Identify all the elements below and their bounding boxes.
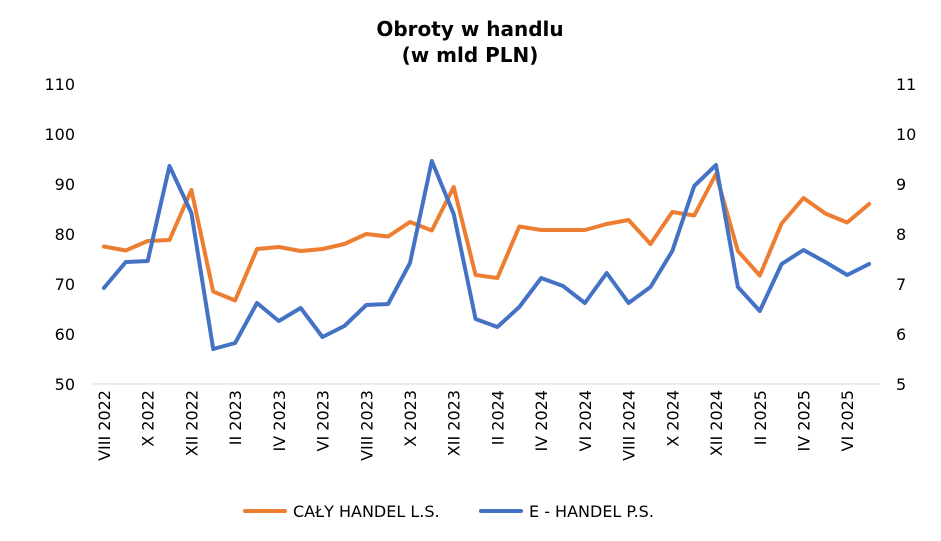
x-tick-label: II 2024 [488,390,507,445]
x-tick-label: X 2023 [401,390,420,447]
y-left-tick-label: 80 [55,225,75,244]
chart-subtitle: (w mld PLN) [402,43,539,67]
y-right-tick-label: 6 [896,325,906,344]
x-tick-label: II 2025 [751,390,770,445]
x-tick-label: VIII 2023 [357,390,376,461]
x-tick-label: VI 2023 [314,390,333,451]
legend-item-e-handel-label: E - HANDEL P.S. [529,502,654,521]
y-right-tick-label: 11 [896,75,916,94]
axes: 50 60 70 80 90 100 110 5 6 7 8 9 10 11 VIII 2022 X 2022… [44,75,916,461]
y-left-tick-label: 70 [55,275,75,294]
x-tick-label: VIII 2022 [95,390,114,461]
x-tick-label: X 2022 [139,390,158,447]
x-tick-label: XII 2024 [707,390,726,456]
x-tick-label: IV 2025 [794,390,813,451]
y-left-tick-label: 50 [55,375,75,394]
x-tick-label: II 2023 [226,390,245,445]
x-tick-label: VIII 2024 [620,390,639,461]
legend-item-caly-handel-label: CAŁY HANDEL L.S. [293,502,440,521]
x-tick-label: VI 2025 [838,390,857,451]
y-right-tick-label: 9 [896,175,906,194]
x-tick-label: IV 2023 [270,390,289,451]
x-tick-label: XII 2023 [445,390,464,456]
y-left-tick-label: 110 [44,75,75,94]
y-right-tick-label: 10 [896,125,916,144]
legend: CAŁY HANDEL L.S. E - HANDEL P.S. [243,502,654,521]
y-left-tick-label: 90 [55,175,75,194]
chart-title: Obroty w handlu [376,17,563,41]
x-tick-label: IV 2024 [532,390,551,451]
x-tick-label: XII 2022 [182,390,201,456]
series-line-e-handel [101,159,872,351]
series-layer [101,159,872,351]
series-line-caly-handel [101,172,872,303]
y-right-tick-label: 7 [896,275,906,294]
x-tick-label: VI 2024 [576,390,595,451]
y-right-tick-label: 8 [896,225,906,244]
y-right-tick-label: 5 [896,375,906,394]
y-left-tick-label: 60 [55,325,75,344]
x-tick-label: X 2024 [663,390,682,447]
y-left-tick-label: 100 [44,125,75,144]
